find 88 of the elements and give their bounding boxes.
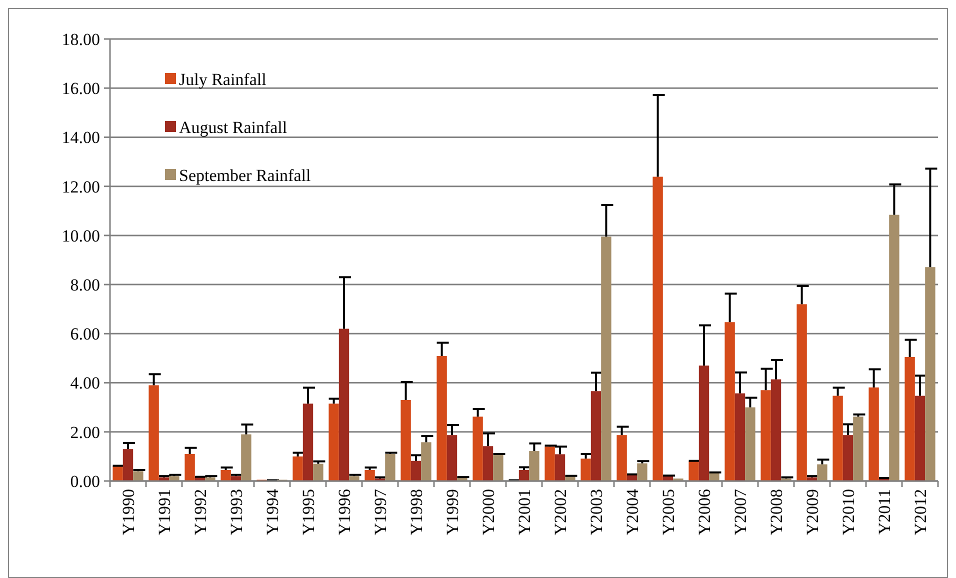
bar	[554, 454, 566, 481]
x-tick-label: Y1999	[442, 489, 462, 536]
x-tick-label: Y1997	[370, 488, 390, 536]
x-tick-label: Y2005	[658, 489, 678, 536]
bar	[853, 416, 864, 481]
x-tick-label: Y2002	[550, 489, 570, 536]
bar	[734, 393, 746, 481]
x-tick-label: Y2000	[478, 489, 498, 536]
x-tick-label: Y2012	[910, 489, 930, 536]
y-tick-label: 2.00	[70, 422, 100, 442]
y-tick-label: 16.00	[62, 79, 100, 98]
bar	[482, 446, 494, 481]
bar	[529, 451, 540, 481]
bar	[493, 454, 504, 481]
y-tick-label: 8.00	[70, 276, 100, 295]
bar	[112, 466, 123, 481]
x-tick-label: Y2004	[622, 488, 642, 536]
y-tick-label: 10.00	[62, 226, 100, 246]
bar	[770, 379, 782, 481]
bar	[796, 304, 807, 481]
bar	[446, 435, 458, 481]
bar	[421, 442, 432, 481]
bar	[230, 476, 242, 481]
bar	[914, 396, 926, 481]
x-tick-label: Y1993	[226, 489, 246, 536]
bar	[410, 460, 422, 481]
bar	[724, 322, 735, 481]
x-tick-label: Y2007	[730, 488, 750, 536]
x-tick-label: Y2003	[586, 489, 606, 536]
x-tick-label: Y1994	[262, 488, 282, 536]
y-tick-label: 0.00	[70, 472, 100, 491]
bar	[349, 476, 360, 481]
bar	[688, 461, 699, 481]
x-tick-label: Y1990	[118, 489, 138, 536]
x-tick-label: Y1996	[334, 489, 354, 536]
bar	[313, 464, 324, 481]
bar	[338, 328, 350, 481]
bar	[904, 356, 915, 481]
x-tick-label: Y1995	[298, 489, 318, 536]
bar	[292, 456, 303, 481]
legend-label: August Rainfall	[179, 118, 288, 137]
x-tick-label: Y2010	[838, 489, 858, 536]
bar	[436, 356, 447, 481]
bar	[241, 434, 252, 481]
bar	[122, 449, 134, 481]
bar	[544, 446, 555, 481]
x-tick-label: Y2006	[694, 489, 714, 536]
bar	[400, 400, 411, 481]
bar	[652, 176, 663, 481]
bar	[518, 470, 530, 481]
bar	[472, 416, 483, 481]
bar	[760, 390, 771, 481]
y-tick-label: 12.00	[62, 177, 100, 196]
bar	[580, 458, 591, 481]
x-tick-label: Y1991	[154, 489, 174, 536]
x-tick-label: Y1998	[406, 489, 426, 536]
bar	[925, 267, 936, 481]
y-tick-label: 14.00	[62, 128, 100, 148]
bar	[133, 471, 144, 481]
bar	[832, 396, 843, 481]
y-tick-label: 18.00	[62, 30, 100, 49]
x-tick-label: Y1992	[190, 489, 210, 536]
bar	[601, 236, 612, 481]
bar	[868, 387, 879, 481]
bar	[169, 476, 180, 481]
y-tick-label: 4.00	[70, 374, 100, 393]
bar	[637, 463, 648, 481]
bar	[364, 470, 375, 481]
y-tick-label: 6.00	[70, 324, 100, 344]
bar	[889, 214, 900, 481]
bar	[817, 464, 828, 481]
bar	[842, 435, 854, 481]
x-tick-label: Y2001	[514, 489, 534, 536]
bar	[616, 435, 627, 481]
bar	[698, 366, 710, 481]
bar	[745, 407, 756, 481]
bar	[590, 391, 602, 481]
legend-label: July Rainfall	[179, 70, 267, 89]
legend-label: September Rainfall	[179, 166, 311, 185]
x-tick-label: Y2011	[874, 489, 894, 535]
bar	[220, 470, 231, 481]
x-tick-label: Y2008	[766, 489, 786, 536]
bar	[385, 454, 396, 481]
x-tick-label: Y2009	[802, 489, 822, 536]
bar	[302, 404, 314, 481]
bar	[328, 404, 339, 481]
bar	[184, 454, 195, 481]
bar	[148, 385, 159, 481]
